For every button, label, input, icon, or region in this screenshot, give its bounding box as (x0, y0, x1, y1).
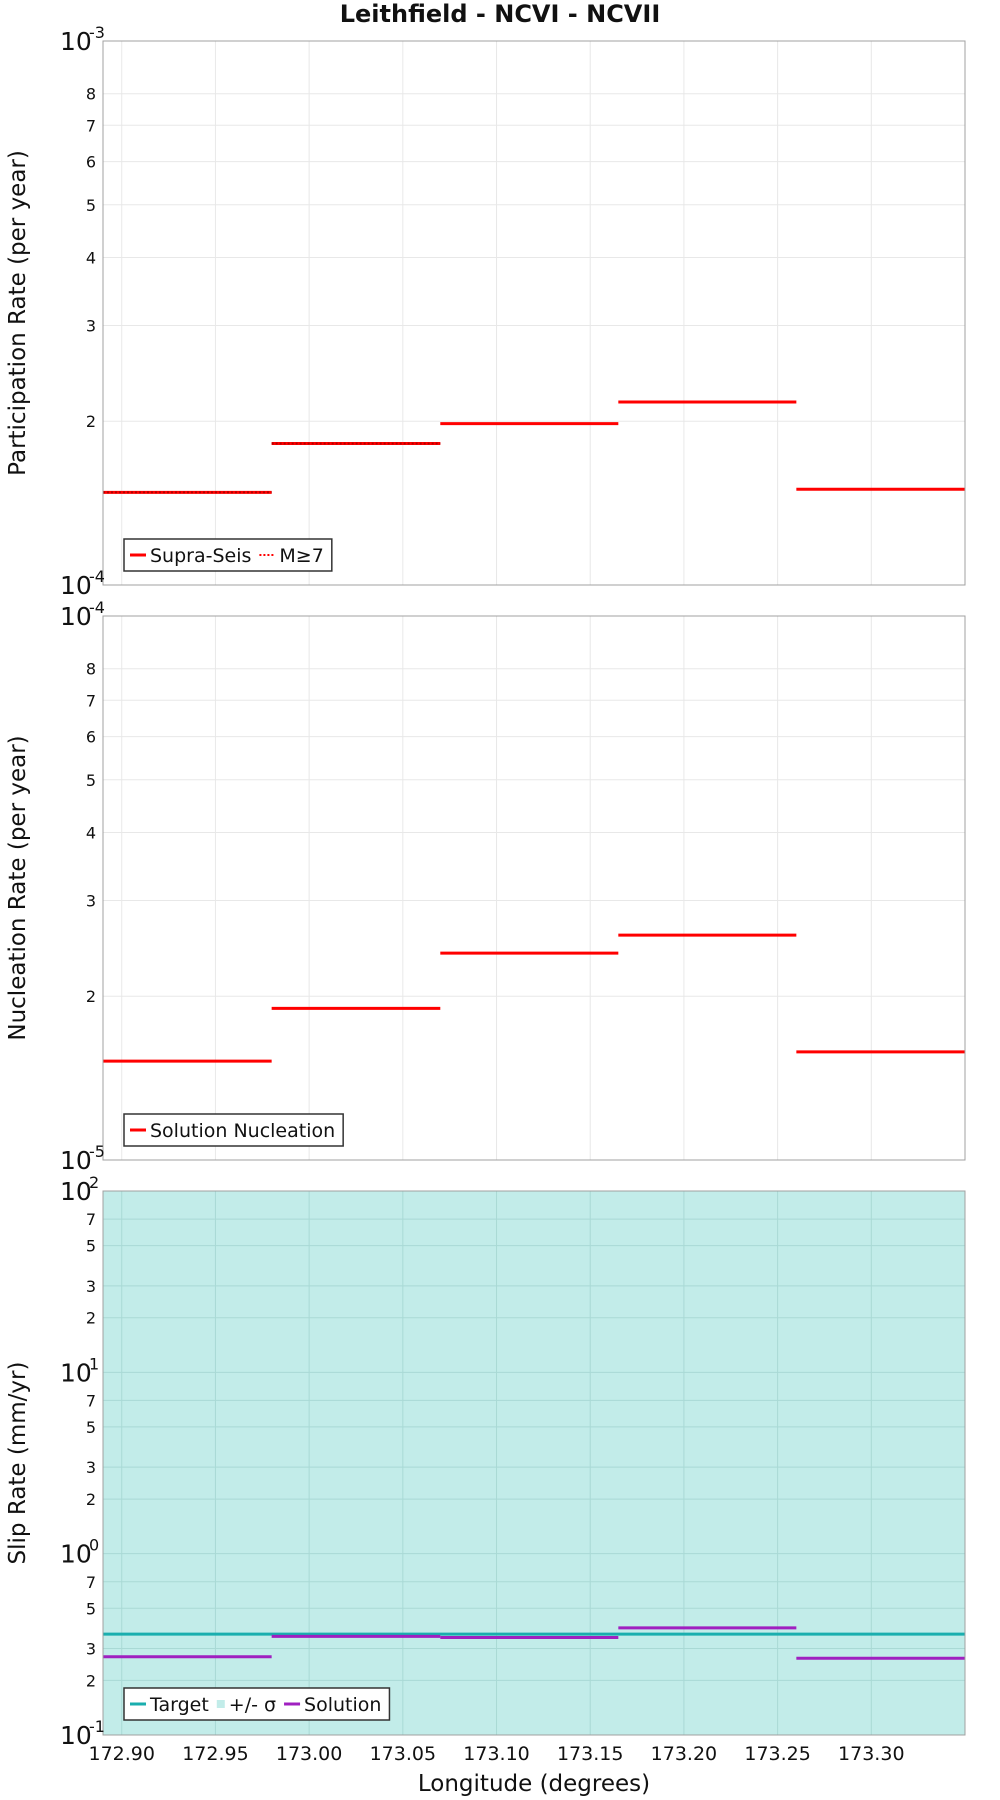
y-tick-label: 3 (86, 1458, 96, 1477)
x-tick-label: 173.15 (557, 1743, 623, 1765)
y-tick-label: 5 (86, 1418, 96, 1437)
y-tick-label: 2 (86, 1671, 96, 1690)
legend-label: M≥7 (279, 545, 323, 567)
legend-swatch (216, 1700, 225, 1708)
y-tick-label: 7 (86, 1391, 96, 1410)
y-tick-label: 8 (86, 660, 96, 679)
x-tick-label: 172.95 (182, 1743, 248, 1765)
legend-label: Solution Nucleation (150, 1120, 335, 1142)
plot-area (103, 616, 965, 1160)
y-tick-exponent: 1 (89, 1354, 99, 1373)
y-tick-label: 4 (86, 823, 96, 842)
y-tick-exponent: -5 (89, 1142, 105, 1161)
legend-label: Target (149, 1694, 209, 1716)
y-axis-label: Nucleation Rate (per year) (5, 735, 31, 1040)
x-tick-label: 173.20 (651, 1743, 717, 1765)
y-axis-label: Participation Rate (per year) (5, 150, 31, 476)
y-tick-label-major: 10 (60, 1358, 92, 1387)
x-tick-label: 173.00 (276, 1743, 342, 1765)
y-tick-label: 4 (86, 248, 96, 267)
y-tick-label: 2 (86, 1309, 96, 1328)
y-tick-exponent: 2 (89, 1173, 99, 1192)
series-solution (103, 1626, 965, 1660)
series-m-7 (103, 442, 441, 494)
y-tick-label: 2 (86, 1490, 96, 1509)
y-tick-exponent: 0 (89, 1536, 99, 1555)
plot-area (103, 41, 965, 585)
y-tick-exponent: -3 (89, 23, 105, 42)
y-tick-label: 5 (86, 1599, 96, 1618)
y-tick-label: 3 (86, 1639, 96, 1658)
legend-label: +/- σ (229, 1694, 276, 1716)
y-tick-label: 3 (86, 891, 96, 910)
plot-frame (102, 1190, 966, 1736)
y-tick-exponent: -4 (89, 567, 105, 586)
x-tick-label: 173.30 (838, 1743, 904, 1765)
legend-item: Solution (284, 1694, 381, 1716)
y-tick-exponent: -4 (89, 598, 105, 617)
x-tick-label: 173.05 (370, 1743, 436, 1765)
y-tick-label: 5 (86, 1237, 96, 1256)
y-tick-label: 2 (86, 987, 96, 1006)
legend-box (123, 1113, 344, 1147)
legend-item: Solution Nucleation (130, 1120, 335, 1142)
y-axis-label: Slip Rate (mm/yr) (5, 1362, 31, 1565)
y-tick-label-major: 10 (60, 27, 92, 56)
legend: Supra-Seis M≥7 (123, 538, 333, 572)
legend-item: Supra-Seis (130, 545, 251, 567)
legend-label: Supra-Seis (150, 545, 251, 567)
y-tick-label: 6 (86, 153, 96, 172)
y-tick-label: 7 (86, 1210, 96, 1229)
y-tick-label-major: 10 (60, 1146, 92, 1175)
plot-frame (102, 615, 966, 1161)
y-tick-label: 5 (86, 196, 96, 215)
y-tick-label: 7 (86, 116, 96, 135)
x-axis-label: Longitude (degrees) (418, 1771, 650, 1797)
sigma-band (103, 1191, 965, 1735)
y-tick-label: 8 (86, 85, 96, 104)
y-tick-label: 7 (86, 691, 96, 710)
y-tick-label: 5 (86, 771, 96, 790)
y-tick-label: 3 (86, 316, 96, 335)
y-tick-label-major: 10 (60, 571, 92, 600)
legend-item: Target (130, 1694, 209, 1716)
y-tick-label: 6 (86, 728, 96, 747)
x-tick-label: 173.25 (744, 1743, 810, 1765)
chart-title: Leithfield - NCVI - NCVII (340, 0, 661, 28)
x-tick-label: 173.10 (463, 1743, 529, 1765)
x-tick-label: 172.90 (88, 1743, 154, 1765)
legend: Solution Nucleation (123, 1113, 344, 1147)
legend: Target +/- σ Solution (123, 1687, 391, 1721)
y-tick-exponent: -1 (89, 1717, 105, 1736)
legend-box (123, 538, 333, 572)
y-tick-label-major: 10 (60, 1721, 92, 1750)
legend-label: Solution (304, 1694, 381, 1716)
legend-item: M≥7 (259, 545, 324, 567)
y-tick-label: 3 (86, 1277, 96, 1296)
legend-box (123, 1687, 391, 1721)
y-tick-label-major: 10 (60, 1540, 92, 1569)
series-solution-nucleation (103, 933, 965, 1063)
y-tick-label-major: 10 (60, 1177, 92, 1206)
legend-item: +/- σ (216, 1694, 276, 1716)
y-tick-label-major: 10 (60, 602, 92, 631)
y-tick-label: 2 (86, 412, 96, 431)
plot-frame (102, 40, 966, 586)
y-tick-label: 7 (86, 1573, 96, 1592)
